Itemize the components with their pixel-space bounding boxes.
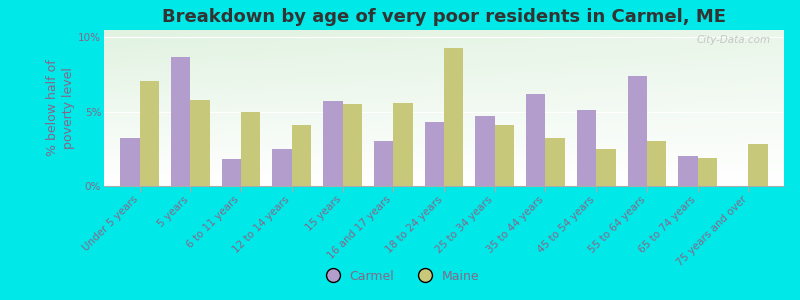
Bar [342, 104, 362, 186]
Bar [444, 48, 463, 186]
Bar [577, 110, 596, 186]
Bar [546, 139, 565, 186]
Text: City-Data.com: City-Data.com [696, 35, 770, 45]
Bar [628, 76, 647, 186]
Y-axis label: % below half of
poverty level: % below half of poverty level [46, 60, 75, 156]
Legend: Carmel, Maine: Carmel, Maine [316, 265, 484, 288]
Bar [678, 156, 698, 186]
Bar [647, 141, 666, 186]
Bar [241, 112, 260, 186]
Bar [222, 159, 241, 186]
Bar [698, 158, 717, 186]
Bar [394, 103, 413, 186]
Bar [494, 125, 514, 186]
Bar [292, 125, 311, 186]
Bar [323, 101, 342, 186]
Bar [120, 139, 139, 186]
Bar [749, 144, 768, 186]
Title: Breakdown by age of very poor residents in Carmel, ME: Breakdown by age of very poor residents … [162, 8, 726, 26]
Bar [273, 149, 292, 186]
Bar [374, 141, 394, 186]
Bar [526, 94, 546, 186]
Bar [171, 57, 190, 186]
Bar [475, 116, 494, 186]
Bar [425, 122, 444, 186]
Bar [139, 80, 159, 186]
Bar [190, 100, 210, 186]
Bar [596, 149, 615, 186]
